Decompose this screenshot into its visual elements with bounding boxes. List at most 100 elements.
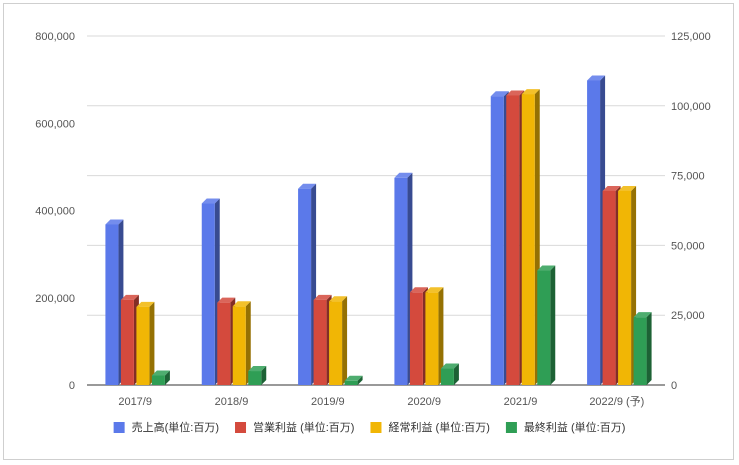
bar-front	[248, 371, 262, 385]
bar-front	[602, 190, 616, 385]
left-axis-tick-label: 200,000	[35, 293, 75, 305]
bar-2-2021/9	[506, 90, 525, 385]
bar-front	[521, 94, 535, 385]
bar-top	[136, 301, 155, 307]
bar-side	[245, 301, 251, 385]
legend-item: 売上高(単位:百万)	[113, 420, 219, 434]
bar-side	[164, 370, 170, 385]
bar-2-2022/9 (予)	[602, 185, 621, 385]
bar-side	[646, 312, 652, 385]
bar-1-2020/9	[394, 172, 413, 385]
bar-top	[298, 183, 317, 189]
bar-front	[618, 190, 632, 385]
bar-top	[490, 91, 509, 97]
bar-front	[409, 292, 423, 385]
bar-front	[217, 302, 231, 385]
bar-front	[425, 292, 439, 385]
bar-front	[120, 299, 134, 385]
bar-front	[232, 306, 246, 385]
bar-4-2018/9	[248, 366, 267, 385]
right-y-axis: 0 25,000 50,000 75,000 100,000 125,000	[671, 31, 711, 392]
bar-front	[105, 224, 119, 385]
gridlines	[87, 35, 665, 386]
x-axis-tick-label: 2021/9	[504, 396, 538, 408]
bar-front	[313, 299, 327, 385]
right-axis-tick-label: 0	[671, 380, 677, 392]
bar-top	[329, 296, 348, 302]
bar-3-2021/9	[521, 89, 540, 385]
bar-top	[537, 265, 556, 271]
bar-chart: 0 200,000 400,000 600,000 800,000 0 25,000 50,…	[35, 31, 711, 434]
bar-3-2018/9	[232, 301, 251, 385]
legend-swatch	[505, 422, 517, 433]
legend-label: 営業利益 (単位:百万)	[253, 420, 354, 434]
bar-side	[342, 296, 348, 385]
bar-front	[490, 96, 504, 385]
bar-front	[344, 380, 358, 385]
bar-side	[149, 301, 155, 385]
bar-2-2017/9	[120, 294, 139, 385]
legend-swatch	[370, 422, 382, 433]
x-axis-tick-label: 2020/9	[407, 396, 441, 408]
bar-front	[329, 301, 343, 385]
bar-side	[550, 265, 556, 385]
bar-1-2021/9	[490, 91, 509, 385]
bar-front	[440, 368, 454, 385]
legend-swatch	[235, 422, 247, 433]
left-axis-tick-label: 600,000	[35, 118, 75, 130]
bar-top	[521, 89, 540, 95]
bar-top	[394, 172, 413, 178]
bar-3-2022/9 (予)	[618, 185, 637, 385]
left-y-axis: 0 200,000 400,000 600,000 800,000	[35, 31, 75, 392]
bar-1-2017/9	[105, 219, 124, 385]
bars	[105, 75, 652, 385]
bar-front	[506, 95, 520, 385]
bar-side	[438, 287, 444, 385]
bar-front	[537, 270, 551, 385]
x-axis-tick-label: 2017/9	[118, 396, 152, 408]
legend: 売上高(単位:百万) 営業利益 (単位:百万) 経常利益 (単位:百万) 最終利益 (…	[113, 420, 625, 434]
left-axis-tick-label: 0	[69, 380, 75, 392]
bar-4-2019/9	[344, 375, 363, 385]
bar-front	[201, 203, 215, 385]
bar-side	[261, 366, 267, 385]
bar-4-2022/9 (予)	[633, 312, 652, 385]
bar-4-2017/9	[151, 370, 170, 385]
legend-item: 経常利益 (単位:百万)	[370, 420, 490, 434]
bar-top	[120, 294, 139, 300]
x-axis-tick-label: 2019/9	[311, 396, 345, 408]
bar-top	[248, 366, 267, 372]
bar-top	[602, 185, 621, 191]
bar-top	[217, 297, 236, 303]
bar-2-2019/9	[313, 294, 332, 385]
bar-top	[151, 370, 170, 376]
bar-top	[425, 287, 444, 293]
right-axis-tick-label: 100,000	[671, 101, 711, 113]
bar-2-2020/9	[409, 287, 428, 385]
bar-top	[633, 312, 652, 318]
x-axis-tick-label: 2022/9 (予)	[589, 395, 644, 408]
right-axis-tick-label: 125,000	[671, 31, 711, 43]
bar-1-2022/9 (予)	[587, 75, 606, 385]
x-axis-tick-label: 2018/9	[215, 396, 249, 408]
legend-swatch	[113, 422, 125, 433]
bar-top	[618, 185, 637, 191]
bar-2-2018/9	[217, 297, 236, 385]
right-axis-tick-label: 75,000	[671, 171, 705, 183]
bar-1-2018/9	[201, 198, 220, 385]
bar-top	[232, 301, 251, 307]
bar-3-2019/9	[329, 296, 348, 385]
legend-item: 営業利益 (単位:百万)	[235, 420, 354, 434]
legend-label: 経常利益 (単位:百万)	[388, 420, 489, 434]
bar-top	[344, 375, 363, 381]
bar-top	[105, 219, 124, 225]
bar-top	[506, 90, 525, 96]
bar-top	[409, 287, 428, 293]
right-axis-tick-label: 50,000	[671, 240, 705, 252]
x-axis: 2017/9 2018/9 2019/9 2020/9 2021/9 2022/9 (予)	[118, 395, 644, 408]
legend-item: 最終利益 (単位:百万)	[505, 420, 625, 434]
bar-front	[587, 80, 601, 385]
bar-side	[453, 363, 459, 385]
bar-4-2020/9	[440, 363, 459, 385]
right-axis-tick-label: 25,000	[671, 310, 705, 322]
